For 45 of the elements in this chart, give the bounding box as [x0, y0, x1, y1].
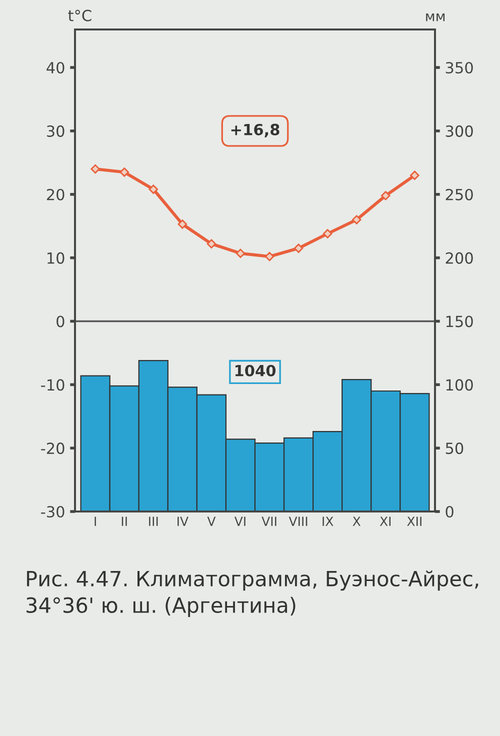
y2-tick-label: 250	[446, 188, 473, 200]
x-tick-label: I	[94, 516, 96, 526]
x-tick-label: X	[352, 516, 361, 526]
point	[410, 170, 420, 180]
x-tick-label: IV	[178, 516, 188, 526]
y2-tick-label: 100	[446, 379, 473, 391]
y-tick-label: 0	[56, 316, 64, 328]
point	[236, 248, 246, 258]
x-tick-label: V	[207, 516, 216, 526]
y2-axis-title: мм	[426, 14, 445, 22]
text: Рис. 4.47. Климатограмма, Буэнос-Айрес, 34°36' ю. ш. (Аргентина)	[26, 570, 478, 618]
point	[352, 215, 362, 224]
y2-tick-label: 300	[446, 125, 473, 137]
point	[90, 164, 100, 174]
point	[322, 229, 332, 238]
point	[294, 244, 304, 253]
y-tick-label: 20	[46, 188, 64, 200]
x-tick-label: VIII	[288, 516, 308, 526]
x-tick-label: III	[149, 516, 158, 526]
x-tick-label: XI	[380, 516, 391, 526]
x-tick-label: VI	[234, 516, 246, 526]
point	[148, 184, 158, 194]
y-tick-label: -20	[41, 442, 64, 454]
x-tick-label: XII	[407, 516, 422, 526]
y-tick-label: -30	[41, 506, 64, 518]
annotation: 1040	[235, 364, 276, 376]
x-tick-label: VII	[262, 516, 276, 526]
point	[206, 239, 216, 248]
x-tick-label: II	[122, 516, 127, 526]
y-tick-label: 30	[47, 125, 64, 137]
point	[381, 191, 390, 200]
y-tick-label: -10	[41, 379, 64, 391]
y-tick-label: 40	[46, 62, 64, 74]
point	[120, 168, 129, 177]
y2-tick-label: 200	[446, 252, 473, 264]
x-tick-label: IX	[322, 516, 334, 526]
annotation: +16,8	[231, 124, 280, 138]
y-tick-label: 10	[48, 252, 64, 264]
y2-tick-label: 0	[446, 506, 454, 518]
point	[264, 252, 274, 262]
y2-tick-label: 50	[446, 442, 464, 454]
y2-tick-label: 350	[446, 62, 473, 74]
y2-tick-label: 150	[446, 316, 473, 328]
y-axis-title: t°C	[68, 10, 92, 22]
point	[178, 220, 188, 229]
